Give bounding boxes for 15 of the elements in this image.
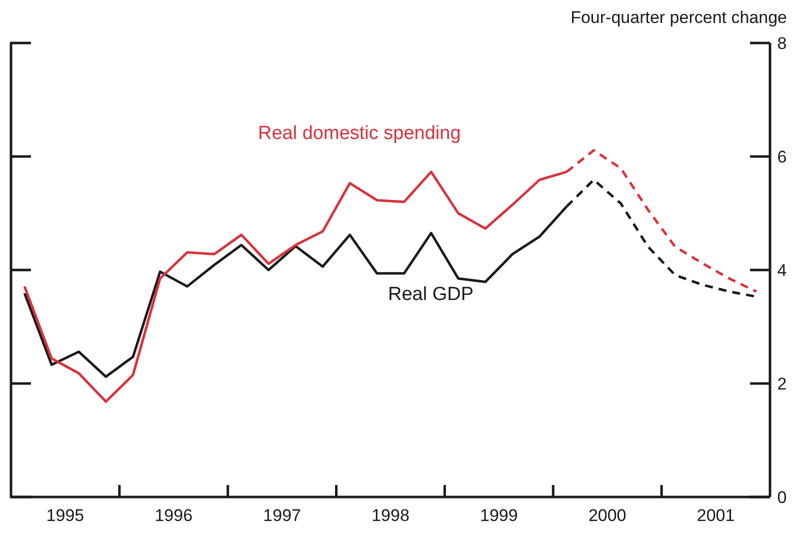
y-tick-label: 4: [777, 261, 787, 280]
x-tick-label: 1998: [372, 506, 410, 525]
x-tick-label: 1999: [480, 506, 518, 525]
y-tick-label: 6: [777, 148, 787, 166]
y-tick-label: 0: [777, 488, 787, 507]
text: Real domestic spending: [258, 123, 461, 145]
series-label: Real GDP: [388, 284, 474, 306]
x-tick-label: 2000: [588, 506, 626, 525]
x-tick-label: 1995: [46, 506, 84, 525]
x-tick-label: 2001: [696, 506, 735, 525]
x-tick-label: 1996: [154, 506, 193, 525]
y-tick-label: 2: [777, 374, 787, 394]
y-axis-title: Four-quarter percent change: [570, 8, 787, 28]
y-tick-label: 8: [777, 34, 787, 53]
x-tick-label: 1997: [263, 506, 301, 525]
